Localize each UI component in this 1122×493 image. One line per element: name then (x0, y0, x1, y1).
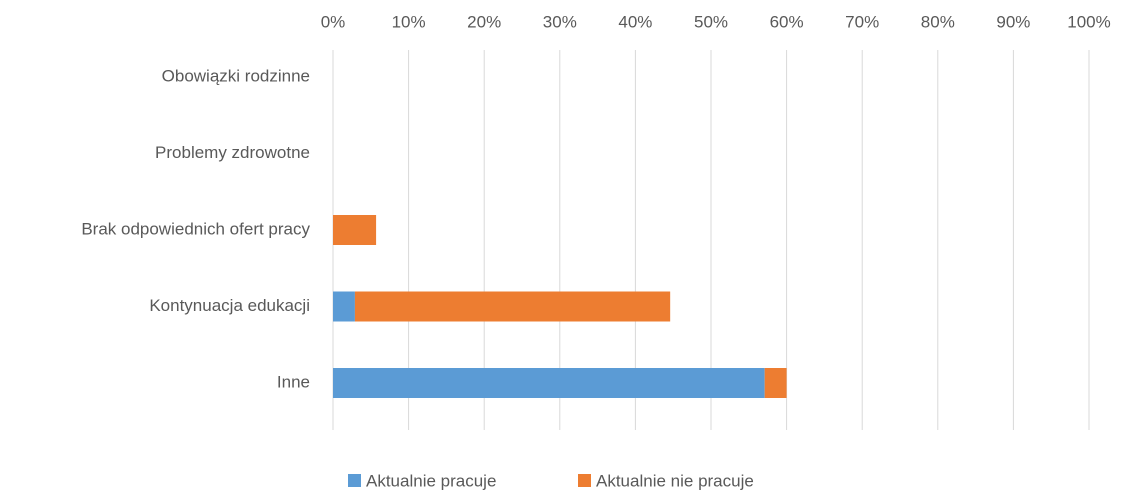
bar (764, 368, 787, 398)
x-tick-label: 20% (467, 12, 501, 31)
bar (333, 215, 377, 245)
x-tick-label: 60% (770, 12, 804, 31)
x-tick-label: 70% (845, 12, 879, 31)
bar (354, 291, 671, 322)
y-tick-label: Obowiązki rodzinne (162, 66, 310, 85)
legend-label: Aktualnie nie pracuje (596, 471, 754, 490)
bar (333, 368, 765, 398)
x-tick-label: 100% (1067, 12, 1110, 31)
legend-label: Aktualnie pracuje (366, 471, 496, 490)
x-tick-label: 80% (921, 12, 955, 31)
bar (333, 291, 355, 322)
y-tick-label: Brak odpowiednich ofert pracy (81, 219, 310, 238)
y-tick-label: Problemy zdrowotne (155, 143, 310, 162)
y-tick-label: Kontynuacja edukacji (149, 296, 310, 315)
x-tick-label: 10% (392, 12, 426, 31)
x-tick-label: 30% (543, 12, 577, 31)
x-tick-label: 90% (996, 12, 1030, 31)
x-tick-label: 0% (321, 12, 346, 31)
legend-swatch (578, 474, 591, 487)
x-tick-label: 40% (618, 12, 652, 31)
x-tick-label: 50% (694, 12, 728, 31)
y-tick-label: Inne (277, 372, 310, 391)
legend-swatch (348, 474, 361, 487)
